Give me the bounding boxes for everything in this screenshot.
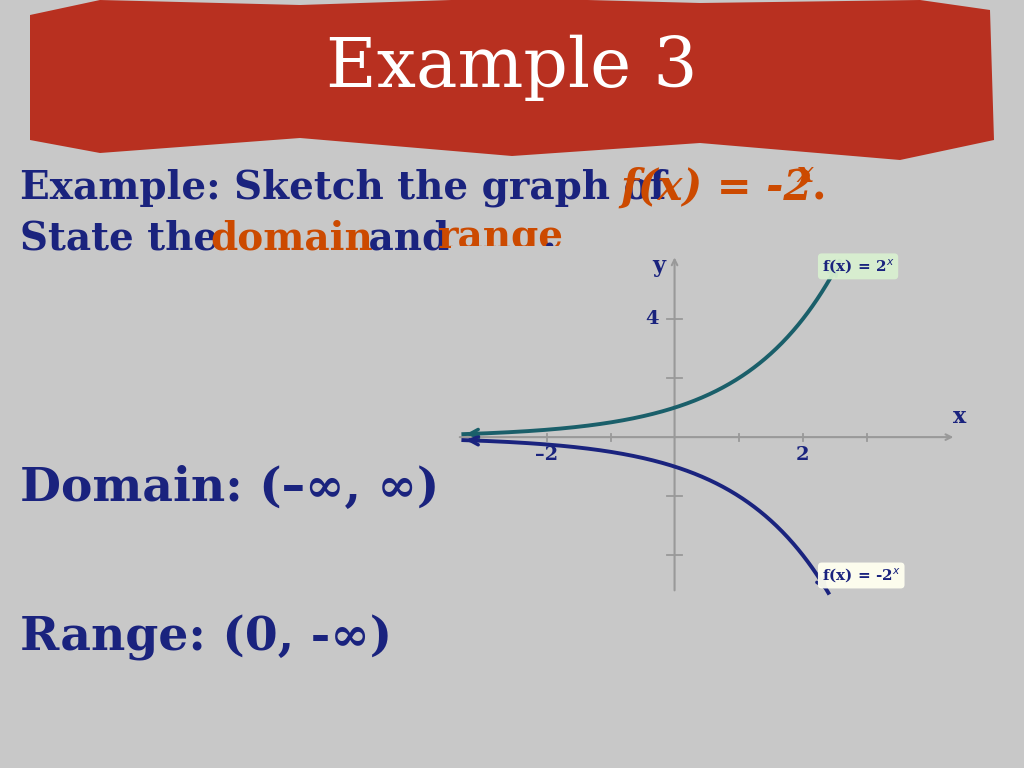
Text: x: x [952,406,966,429]
Polygon shape [30,0,994,160]
Text: 4: 4 [645,310,658,329]
Text: range: range [438,219,564,257]
Text: f(x) = 2$^x$: f(x) = 2$^x$ [821,257,894,276]
Text: f(x) = -2: f(x) = -2 [620,167,812,209]
Text: Example: Sketch the graph of: Example: Sketch the graph of [20,169,667,207]
Text: and: and [355,219,463,257]
Text: Domain: (–∞, ∞): Domain: (–∞, ∞) [20,465,439,511]
Text: y: y [652,255,665,276]
Text: –2: –2 [535,446,558,464]
Text: .: . [812,167,826,209]
Text: Example 3: Example 3 [327,35,697,101]
Text: domain: domain [210,219,373,257]
Text: f(x) = -2$^x$: f(x) = -2$^x$ [821,566,901,584]
Text: Range: (0, -∞): Range: (0, -∞) [20,615,392,661]
Text: State the: State the [20,219,231,257]
Text: .: . [543,219,556,257]
Text: 2: 2 [796,446,809,464]
Text: x: x [796,161,812,187]
